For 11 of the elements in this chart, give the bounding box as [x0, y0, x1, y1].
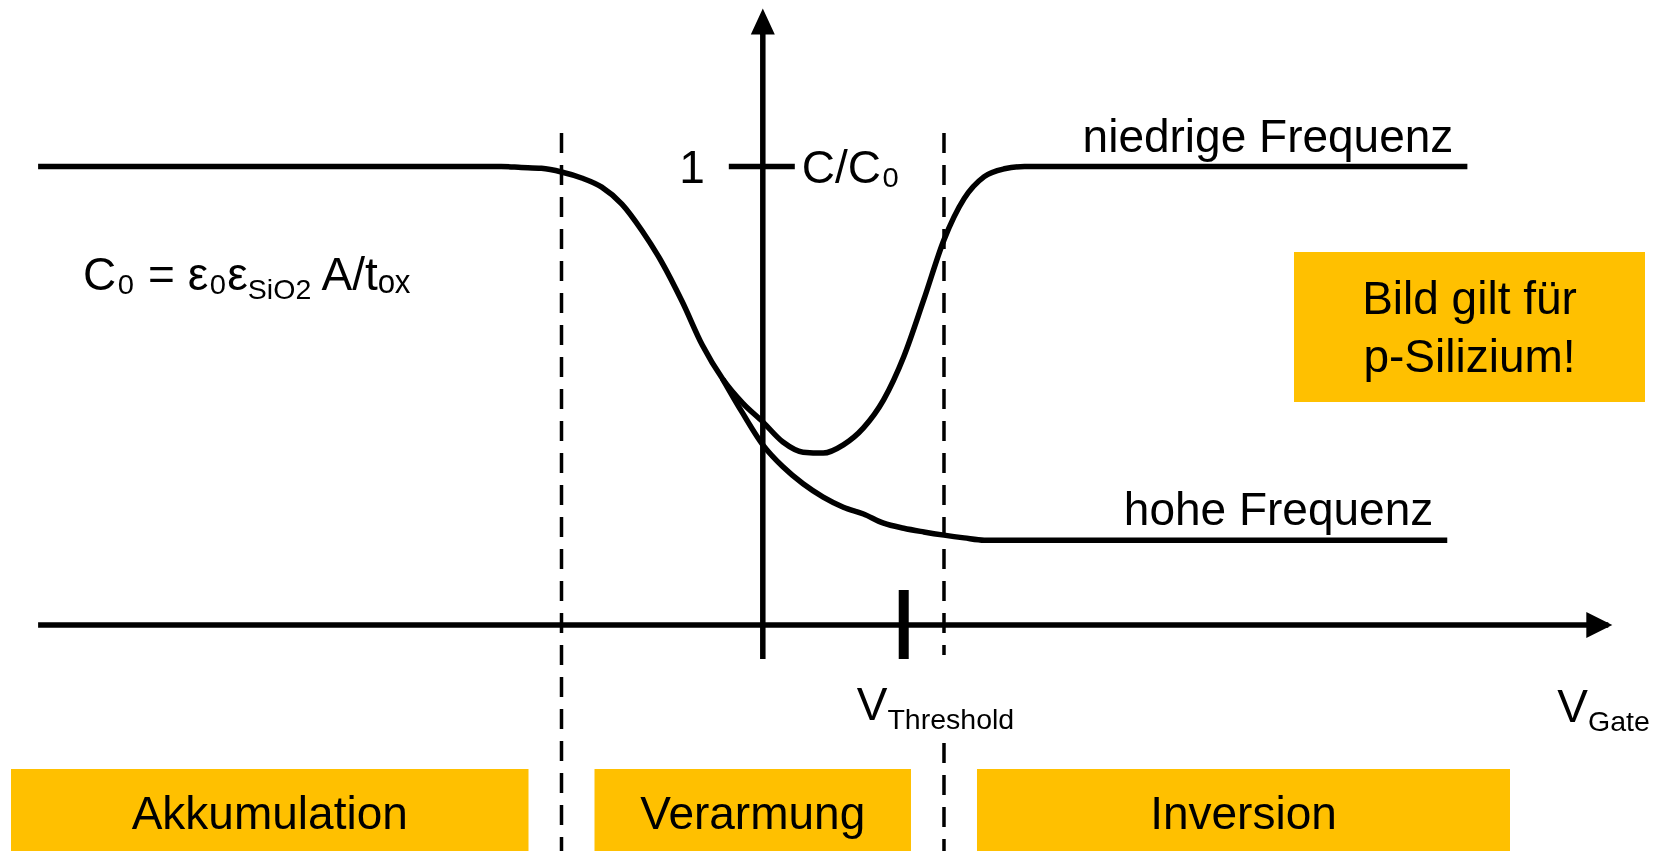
text: V$_{Threshold}$ [856, 678, 1015, 736]
text: Verarmung [640, 787, 866, 839]
series-label: hohe Frequenz [1123, 483, 1434, 536]
x-axis-title: V$_{Gate}$ [1557, 680, 1650, 738]
series-label: niedrige Frequenz [1082, 109, 1454, 162]
annotation: Bild gilt für p-Silizium! [1362, 272, 1577, 382]
y-axis-title: C/C₀ [801, 140, 901, 193]
text: Akkumulation [131, 787, 408, 839]
text: Inversion [1150, 787, 1337, 839]
annotation: 1 [679, 140, 705, 193]
annotation: C₀ = ε₀ε$_{SiO2}$ A/tₒₓ [83, 248, 412, 306]
